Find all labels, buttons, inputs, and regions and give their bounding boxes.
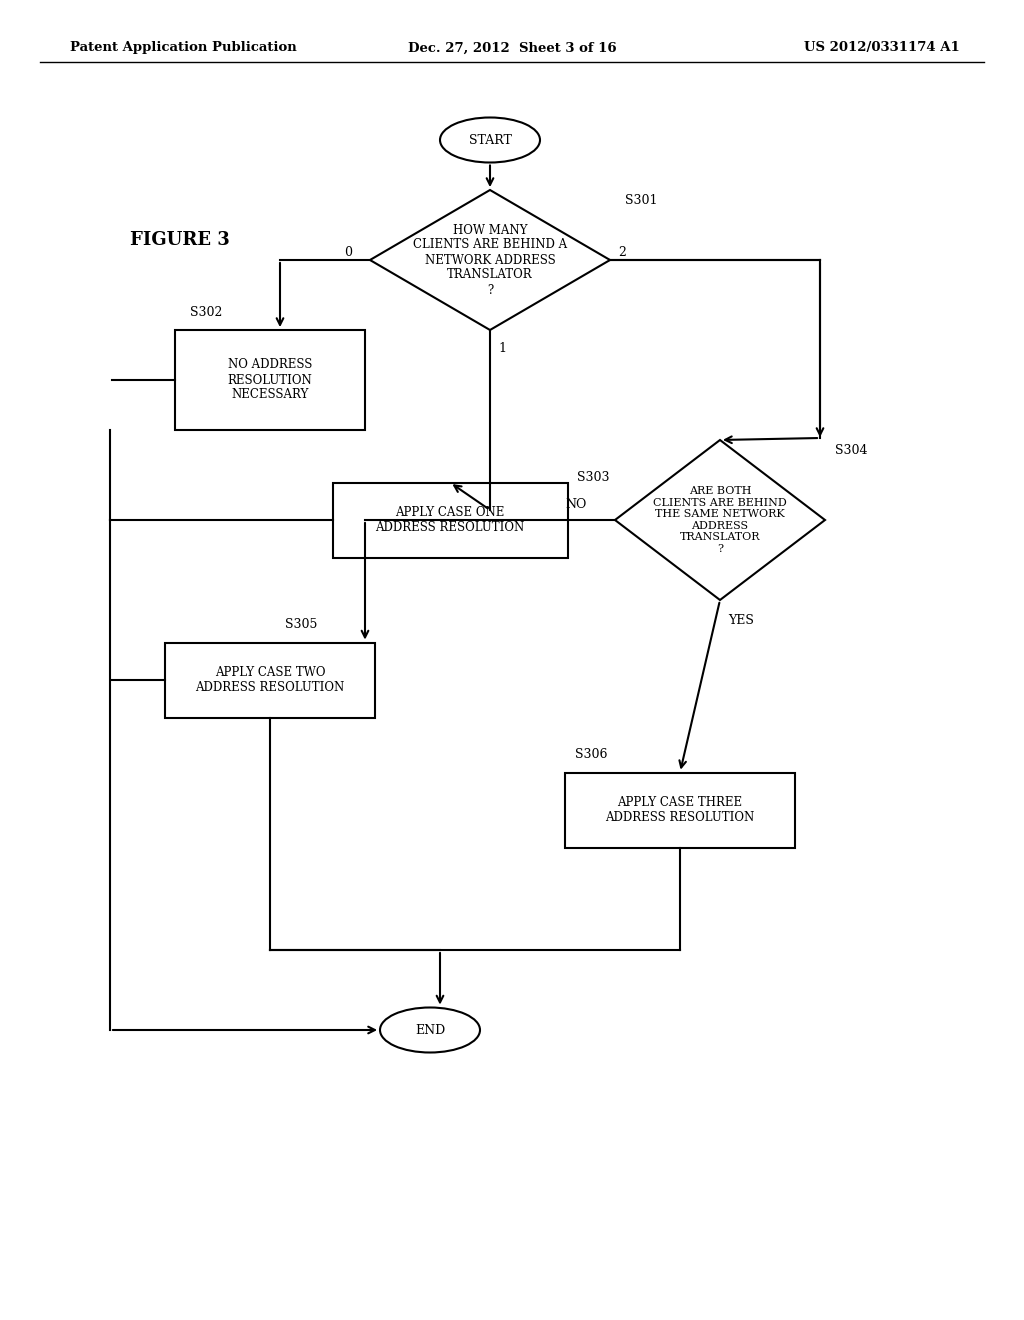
Bar [165, 643, 375, 718]
Text: US 2012/0331174 A1: US 2012/0331174 A1 [804, 41, 961, 54]
Text: FIGURE 3: FIGURE 3 [130, 231, 229, 249]
Text: NO ADDRESS
RESOLUTION
NECESSARY: NO ADDRESS RESOLUTION NECESSARY [227, 359, 312, 401]
Text: S306: S306 [575, 748, 607, 762]
Text: ARE BOTH
CLIENTS ARE BEHIND
THE SAME NETWORK
ADDRESS
TRANSLATOR
?: ARE BOTH CLIENTS ARE BEHIND THE SAME NET… [653, 486, 786, 554]
Text: Dec. 27, 2012  Sheet 3 of 16: Dec. 27, 2012 Sheet 3 of 16 [408, 41, 616, 54]
Text: S304: S304 [835, 444, 867, 457]
Text: HOW MANY
CLIENTS ARE BEHIND A
NETWORK ADDRESS
TRANSLATOR
?: HOW MANY CLIENTS ARE BEHIND A NETWORK AD… [413, 223, 567, 297]
Text: APPLY CASE THREE
ADDRESS RESOLUTION: APPLY CASE THREE ADDRESS RESOLUTION [605, 796, 755, 824]
Text: S303: S303 [578, 471, 610, 484]
Text: YES: YES [728, 614, 754, 627]
Text: S302: S302 [190, 305, 222, 318]
Text: S305: S305 [285, 618, 317, 631]
Text: START: START [469, 133, 511, 147]
Text: APPLY CASE TWO
ADDRESS RESOLUTION: APPLY CASE TWO ADDRESS RESOLUTION [196, 667, 345, 694]
Text: APPLY CASE ONE
ADDRESS RESOLUTION: APPLY CASE ONE ADDRESS RESOLUTION [376, 506, 524, 535]
Text: 1: 1 [498, 342, 506, 355]
Text: 0: 0 [344, 246, 352, 259]
Text: Patent Application Publication: Patent Application Publication [70, 41, 297, 54]
Bar [175, 330, 365, 430]
Text: S301: S301 [625, 194, 657, 206]
Text: END: END [415, 1023, 445, 1036]
Text: NO: NO [565, 499, 587, 511]
Text: 2: 2 [618, 246, 626, 259]
Bar [565, 772, 795, 847]
Bar [333, 483, 567, 557]
